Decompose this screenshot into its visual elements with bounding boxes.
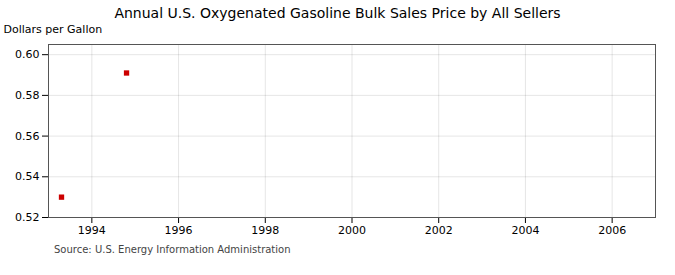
svg-text:2000: 2000 — [338, 224, 366, 237]
svg-text:2006: 2006 — [598, 224, 626, 237]
svg-text:2002: 2002 — [425, 224, 453, 237]
svg-text:Dollars per Gallon: Dollars per Gallon — [4, 23, 103, 36]
svg-text:1996: 1996 — [165, 224, 193, 237]
html-text:Source: U.S. Energy Informatio: Source: U.S. Energy Information Administ… — [54, 244, 291, 255]
html-text:Annual U.S. Oxygenated Gasolin: Annual U.S. Oxygenated Gasoline Bulk Sal… — [114, 5, 561, 21]
svg-text:0.56: 0.56 — [15, 130, 40, 143]
svg-text:1998: 1998 — [251, 224, 279, 237]
svg-text:1994: 1994 — [78, 224, 106, 237]
svg-text:0.60: 0.60 — [15, 48, 40, 61]
svg-text:0.52: 0.52 — [15, 211, 40, 224]
svg-text:0.58: 0.58 — [15, 89, 40, 102]
svg-text:2004: 2004 — [511, 224, 539, 237]
svg-text:0.54: 0.54 — [15, 170, 40, 183]
